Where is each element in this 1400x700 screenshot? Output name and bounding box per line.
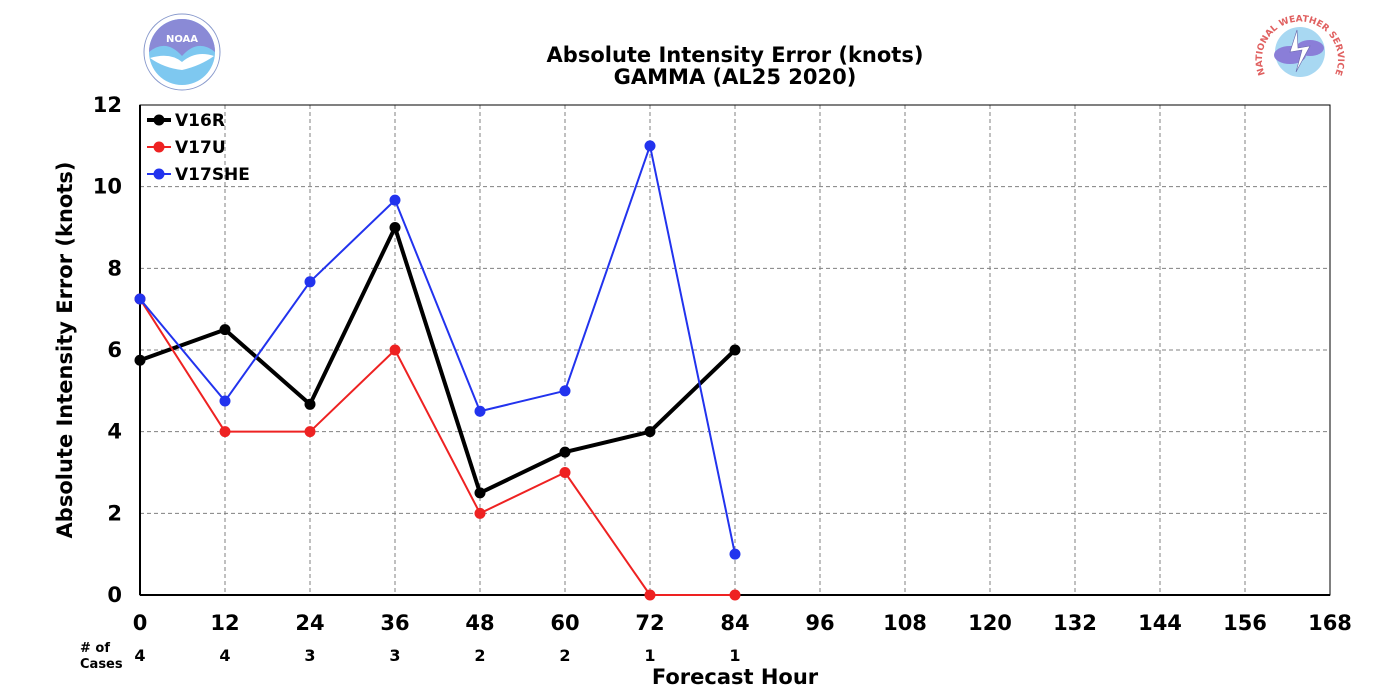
data-point xyxy=(304,426,316,438)
legend-item: V17U xyxy=(147,138,226,158)
x-tick-labels: 0 12 24 36 48 60 72 84 96 108 120 132 144 156 168 xyxy=(133,611,1352,635)
x-tick-label: 48 xyxy=(465,611,494,635)
data-point xyxy=(729,344,741,356)
y-tick-label: 10 xyxy=(93,175,122,199)
series-line xyxy=(139,144,736,555)
data-point xyxy=(559,385,571,397)
cases-count: 4 xyxy=(219,646,230,665)
y-tick-label: 8 xyxy=(107,256,122,280)
legend-marker xyxy=(153,141,165,153)
data-point xyxy=(729,589,741,601)
x-tick-label: 96 xyxy=(805,611,834,635)
cases-count: 3 xyxy=(389,646,400,665)
cases-count: 1 xyxy=(644,646,655,665)
x-tick-label: 72 xyxy=(635,611,664,635)
x-tick-label: 156 xyxy=(1223,611,1267,635)
x-tick-label: 60 xyxy=(550,611,579,635)
series-line xyxy=(139,298,735,596)
plot-area xyxy=(134,104,1331,601)
y-tick-label: 6 xyxy=(107,338,122,362)
x-tick-label: 168 xyxy=(1308,611,1352,635)
data-point xyxy=(474,487,486,499)
data-point xyxy=(559,446,571,458)
data-point xyxy=(474,405,486,417)
noaa-logo: NOAA xyxy=(143,13,221,91)
series-line xyxy=(139,225,737,495)
data-point xyxy=(304,398,316,410)
chart-subtitle: GAMMA (AL25 2020) xyxy=(614,65,857,89)
x-tick-label: 24 xyxy=(295,611,324,635)
series-v17she xyxy=(134,140,741,560)
data-point xyxy=(219,324,231,336)
y-tick-label: 12 xyxy=(93,93,122,117)
cases-label-line2: Cases xyxy=(80,657,123,672)
x-tick-label: 12 xyxy=(210,611,239,635)
legend-label: V17SHE xyxy=(175,165,250,185)
cases-count: 2 xyxy=(474,646,485,665)
data-point xyxy=(219,395,231,407)
x-tick-label: 120 xyxy=(968,611,1012,635)
data-point xyxy=(389,194,401,206)
x-tick-label: 84 xyxy=(720,611,749,635)
cases-label-line1: # of xyxy=(80,641,110,656)
nws-logo: NATIONAL WEATHER SERVICE xyxy=(1255,14,1345,88)
x-tick-label: 108 xyxy=(883,611,927,635)
y-tick-labels: 0 2 4 6 8 10 12 xyxy=(93,93,122,607)
data-point xyxy=(559,467,571,478)
x-tick-label: 144 xyxy=(1138,611,1182,635)
y-axis-label: Absolute Intensity Error (knots) xyxy=(53,162,77,539)
data-point xyxy=(134,354,146,366)
y-tick-label: 2 xyxy=(107,501,122,525)
legend-label: V17U xyxy=(175,138,226,158)
data-point xyxy=(134,293,146,305)
data-point xyxy=(729,548,741,560)
x-tick-label: 0 xyxy=(133,611,148,635)
series-layer xyxy=(134,140,741,601)
y-tick-label: 0 xyxy=(107,583,122,607)
cases-row: 4 4 3 3 2 2 1 1 xyxy=(134,646,740,665)
series-v16r xyxy=(134,222,741,499)
data-point xyxy=(644,426,656,438)
cases-count: 3 xyxy=(304,646,315,665)
data-point xyxy=(389,344,401,356)
data-point xyxy=(644,140,656,152)
y-tick-label: 4 xyxy=(107,420,122,444)
legend-marker xyxy=(153,168,165,180)
legend-item: V17SHE xyxy=(147,165,250,185)
legend-marker xyxy=(153,114,165,126)
legend: V16R V17U V17SHE xyxy=(147,111,250,185)
x-axis-label: Forecast Hour xyxy=(652,665,819,689)
legend-label: V16R xyxy=(175,111,225,131)
data-point xyxy=(219,426,231,438)
data-point xyxy=(304,276,316,288)
x-tick-label: 132 xyxy=(1053,611,1097,635)
legend-item: V16R xyxy=(147,111,225,131)
cases-count: 2 xyxy=(559,646,570,665)
cases-count: 4 xyxy=(134,646,145,665)
x-tick-label: 36 xyxy=(380,611,409,635)
noaa-logo-text: NOAA xyxy=(166,34,198,45)
data-point xyxy=(474,507,486,519)
data-point xyxy=(389,222,401,233)
chart-title: Absolute Intensity Error (knots) xyxy=(547,43,924,67)
data-point xyxy=(644,589,656,601)
cases-count: 1 xyxy=(729,646,740,665)
